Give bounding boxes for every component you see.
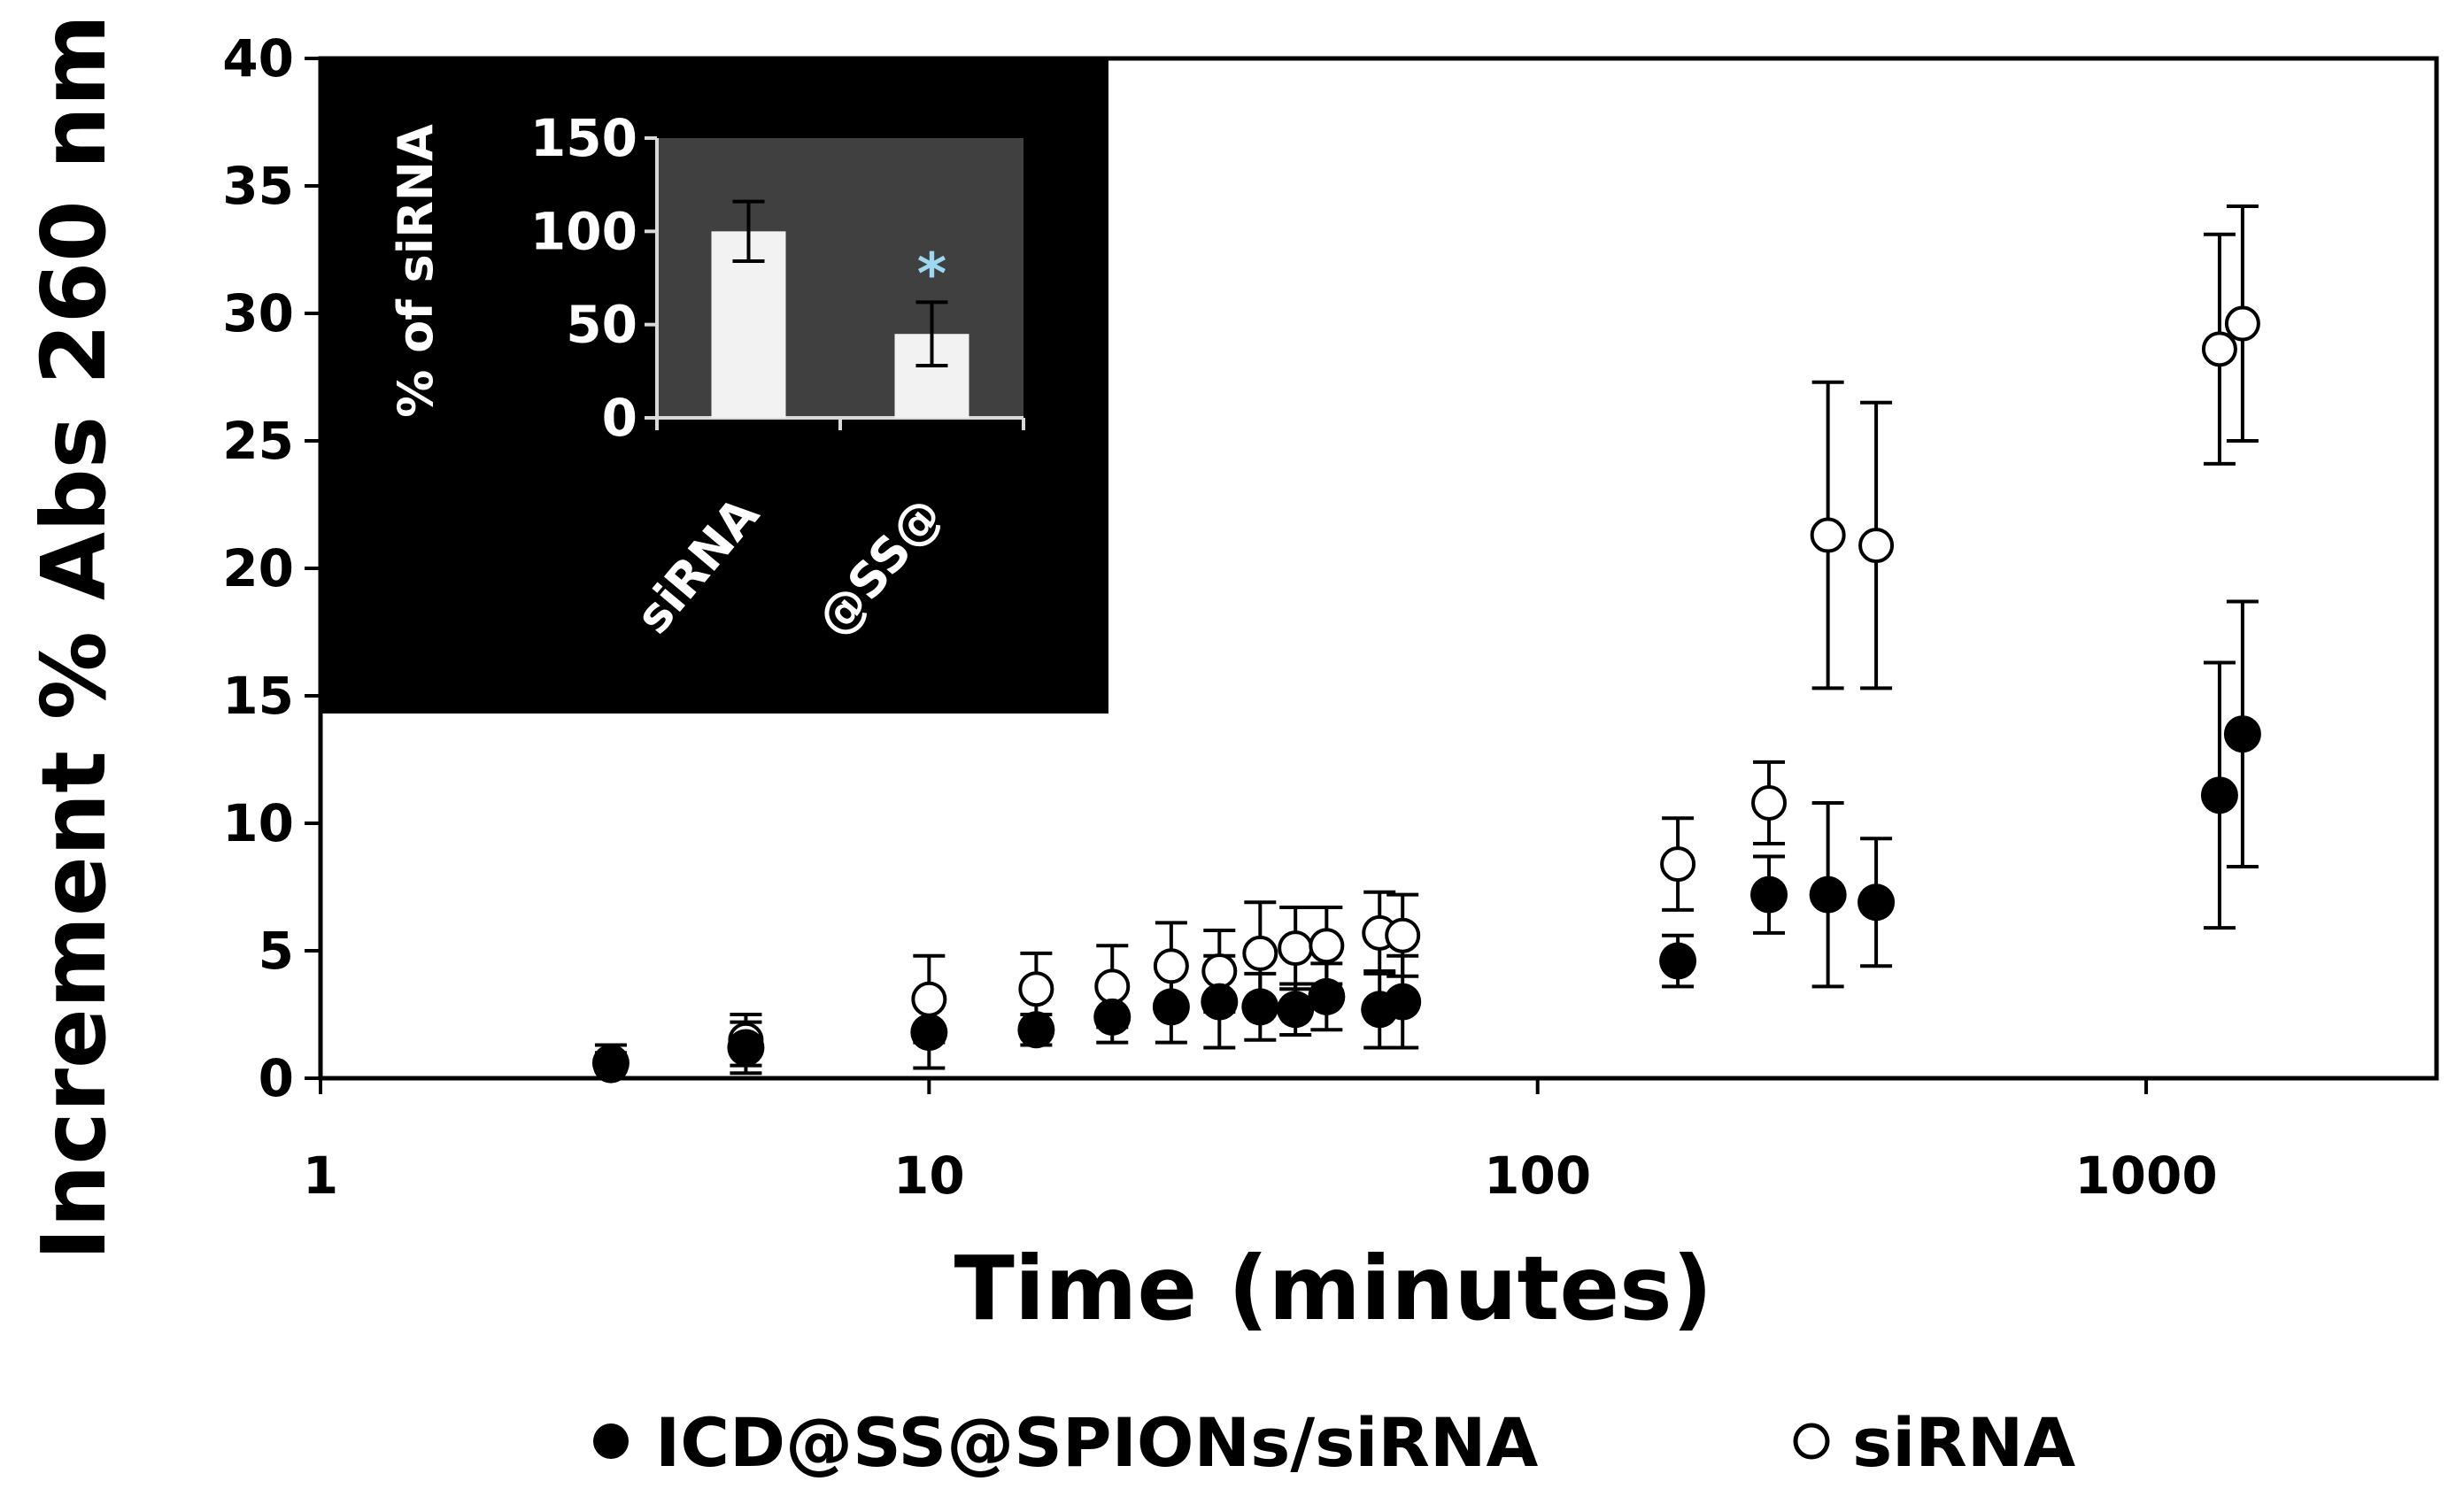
data-point-filled [1308, 977, 1346, 1015]
data-point-open [2201, 331, 2237, 367]
data-point-open [1309, 928, 1345, 964]
data-point-open [1385, 917, 1421, 953]
data-point-filled [1241, 988, 1279, 1026]
y-tick-label: 40 [222, 28, 294, 89]
data-point-filled [1093, 998, 1131, 1036]
data-point-filled [1277, 991, 1315, 1029]
y-tick-label: 0 [259, 1048, 294, 1108]
inset-y-axis-title: % of siRNA [388, 124, 444, 418]
data-point-open [1094, 968, 1131, 1005]
data-point-open [1242, 935, 1278, 971]
y-tick-label: 30 [222, 283, 294, 343]
legend: ICD@SS@SPIONs/siRNA siRNA [593, 1403, 2075, 1482]
x-tick-label: 10 [893, 1146, 965, 1206]
data-point-open [1660, 846, 1696, 883]
legend-marker-open [1793, 1423, 1830, 1460]
y-axis-title: Increment % Abs 260 nm [22, 14, 126, 1261]
inset-significance-marker: * [917, 242, 946, 307]
x-axis-title: Time (minutes) [954, 1237, 1713, 1340]
y-tick-label: 5 [259, 921, 294, 981]
inset-y-tick-label: 0 [602, 388, 637, 448]
legend-label-series-2: siRNA [1852, 1403, 2075, 1482]
data-point-filled [1809, 876, 1847, 914]
legend-label-series-1: ICD@SS@SPIONs/siRNA [655, 1403, 1539, 1482]
data-point-filled [1384, 983, 1422, 1021]
data-point-filled [591, 1044, 629, 1082]
data-point-filled [2223, 715, 2261, 753]
data-point-filled [1659, 942, 1697, 980]
y-tick-label: 25 [222, 411, 294, 471]
data-point-filled [1152, 988, 1190, 1026]
x-tick-label: 1 [303, 1146, 338, 1206]
x-tick-label: 100 [1484, 1146, 1591, 1206]
y-tick-label: 10 [222, 793, 294, 853]
y-tick-label: 15 [222, 666, 294, 726]
main-data-points [591, 305, 2261, 1084]
data-point-filled [1750, 876, 1788, 914]
data-point-filled [1857, 883, 1896, 922]
y-tick-label: 20 [222, 538, 294, 598]
data-point-filled [727, 1029, 765, 1067]
y-tick-label: 35 [222, 156, 294, 216]
data-point-open [911, 981, 947, 1017]
data-point-open [1201, 953, 1238, 990]
data-point-filled [910, 1014, 948, 1052]
data-point-open [2224, 305, 2260, 342]
inset-y-tick-label: 150 [530, 108, 637, 168]
data-point-filled [1017, 1011, 1055, 1049]
data-point-open [1810, 517, 1846, 553]
inset-y-tick-label: 100 [530, 201, 637, 261]
data-point-filled [2200, 776, 2238, 814]
data-point-filled [1201, 983, 1239, 1021]
data-point-open [1751, 784, 1788, 821]
inset-y-tick-label: 50 [566, 295, 637, 355]
data-point-open [1858, 528, 1895, 564]
x-tick-label: 1000 [2074, 1146, 2217, 1206]
legend-marker-filled [593, 1423, 629, 1459]
data-point-open [1018, 971, 1054, 1007]
data-point-open [1278, 930, 1314, 967]
data-point-open [1153, 948, 1189, 984]
